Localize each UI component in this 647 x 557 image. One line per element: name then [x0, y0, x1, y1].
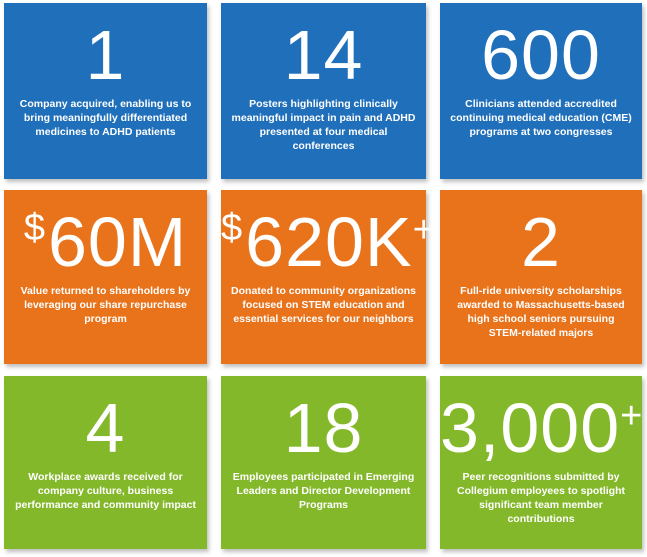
- stat-value: 4: [85, 389, 126, 467]
- stat-tile-leadership-programs: 18 Employees participated in Emerging Le…: [221, 376, 426, 549]
- stat-value: $620K+: [221, 202, 435, 282]
- stat-caption: Workplace awards received for company cu…: [15, 471, 196, 511]
- stat-value: 2: [521, 203, 561, 281]
- stat-caption: Full-ride university scholarships awarde…: [457, 285, 625, 339]
- stat-tile-clinicians-cme: 600 Clinicians attended accredited conti…: [440, 3, 642, 179]
- stat-value: 1: [85, 16, 126, 94]
- stat-caption: Value returned to shareholders by levera…: [20, 285, 191, 325]
- stat-number: 3,000: [440, 389, 621, 467]
- stat-number: 60M: [47, 203, 188, 281]
- currency-symbol: $: [23, 207, 46, 249]
- stat-value: 18: [283, 389, 364, 467]
- stat-caption: Clinicians attended accredited continuin…: [450, 98, 632, 138]
- plus-suffix: +: [412, 209, 436, 251]
- stat-tile-donations: $620K+ Donated to community organization…: [221, 190, 435, 364]
- stat-value: $60M: [4, 202, 207, 282]
- stat-tile-workplace-awards: 4 Workplace awards received for company …: [4, 376, 207, 549]
- stat-tile-peer-recognitions: 3,000+ Peer recognitions submitted by Co…: [440, 376, 642, 549]
- stat-caption: Company acquired, enabling us to bring m…: [19, 98, 192, 138]
- stat-tile-companies-acquired: 1 Company acquired, enabling us to bring…: [4, 3, 207, 179]
- currency-symbol: $: [221, 207, 244, 249]
- stat-caption: Posters highlighting clinically meaningf…: [231, 98, 416, 152]
- stat-caption: Employees participated in Emerging Leade…: [232, 471, 415, 511]
- stat-number: 620K: [245, 203, 413, 281]
- stat-caption: Donated to community organizations focus…: [231, 285, 416, 325]
- stat-value: 14: [283, 16, 364, 94]
- stat-value: 600: [481, 16, 601, 94]
- stat-tile-scholarships: 2 Full-ride university scholarships awar…: [440, 190, 642, 364]
- plus-suffix: +: [620, 395, 644, 437]
- stat-tile-posters: 14 Posters highlighting clinically meani…: [221, 3, 426, 179]
- stat-value: 3,000+: [440, 388, 642, 468]
- stat-caption: Peer recognitions submitted by Collegium…: [456, 471, 625, 525]
- stat-tile-shareholder-value: $60M Value returned to shareholders by l…: [4, 190, 207, 364]
